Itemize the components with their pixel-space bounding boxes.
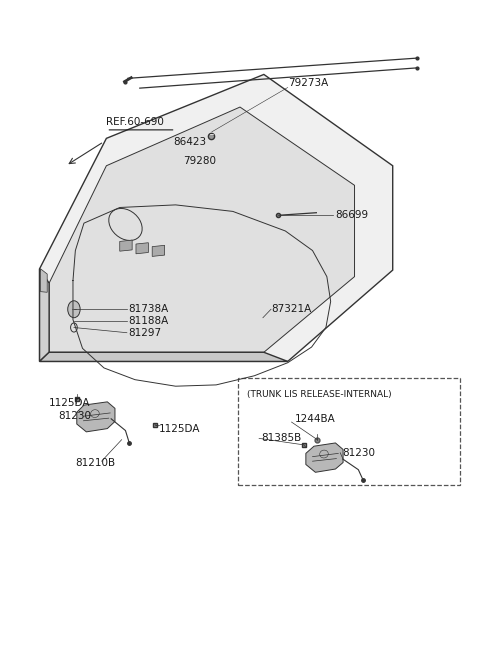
- Text: 79280: 79280: [183, 156, 216, 166]
- Text: 81297: 81297: [128, 328, 161, 338]
- Polygon shape: [77, 402, 115, 432]
- Text: 1125DA: 1125DA: [49, 398, 91, 407]
- Text: 87321A: 87321A: [271, 304, 311, 314]
- Text: 81230: 81230: [59, 411, 92, 421]
- Polygon shape: [39, 352, 288, 362]
- Text: 81385B: 81385B: [262, 434, 302, 443]
- Polygon shape: [49, 107, 355, 352]
- Text: REF.60-690: REF.60-690: [107, 117, 164, 127]
- Text: 81230: 81230: [343, 448, 376, 458]
- Polygon shape: [152, 246, 165, 256]
- Text: 79273A: 79273A: [288, 78, 328, 88]
- Text: (TRUNK LIS RELEASE-INTERNAL): (TRUNK LIS RELEASE-INTERNAL): [247, 390, 392, 398]
- Polygon shape: [39, 269, 49, 362]
- Text: 86699: 86699: [336, 210, 369, 220]
- Text: 81210B: 81210B: [75, 458, 116, 468]
- Polygon shape: [306, 443, 343, 472]
- Text: 1125DA: 1125DA: [159, 424, 200, 434]
- Text: 81188A: 81188A: [128, 316, 168, 326]
- Text: 1244BA: 1244BA: [295, 414, 336, 424]
- Text: 86423: 86423: [173, 137, 206, 147]
- Polygon shape: [40, 269, 47, 292]
- Polygon shape: [39, 75, 393, 362]
- Text: 81738A: 81738A: [128, 304, 168, 314]
- Polygon shape: [136, 243, 148, 253]
- Polygon shape: [120, 240, 132, 251]
- Circle shape: [68, 301, 80, 318]
